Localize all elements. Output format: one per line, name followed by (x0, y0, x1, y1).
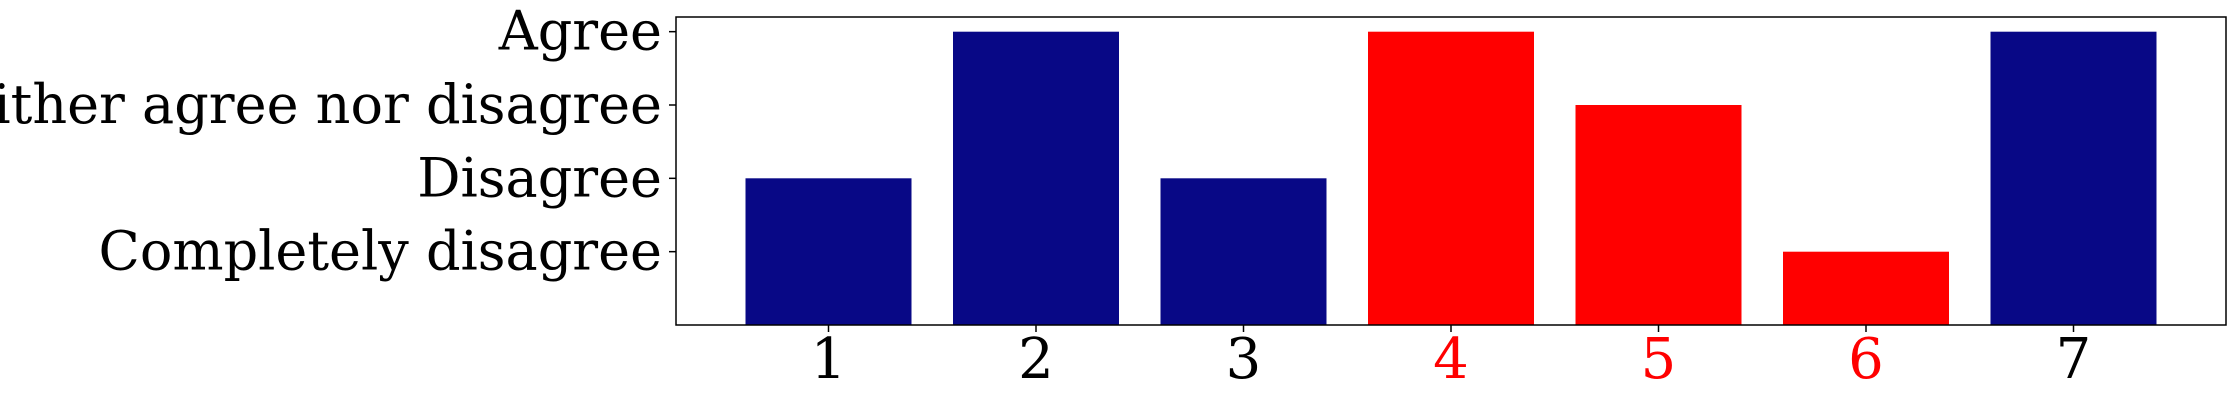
y-tick-label: Completely disagree (99, 220, 662, 283)
x-tick-label: 4 (1433, 327, 1469, 392)
y-tick-label: Agree (498, 0, 662, 63)
x-tick-label: 3 (1226, 327, 1262, 392)
bar-2 (953, 31, 1119, 325)
x-tick-label: 5 (1641, 327, 1677, 392)
x-tick-label: 7 (2056, 327, 2092, 392)
y-tick-label: Disagree (417, 146, 662, 209)
bars-layer (745, 31, 2157, 325)
bar-3 (1160, 178, 1327, 325)
bar-4 (1368, 31, 1534, 325)
bar-7 (1990, 31, 2157, 325)
bar-5 (1575, 105, 1742, 325)
y-tick-label: Neither agree nor disagree (0, 73, 662, 136)
bar-1 (745, 178, 912, 325)
x-tick-label: 6 (1848, 327, 1884, 392)
x-tick-label: 1 (811, 327, 847, 392)
ticks-layer: 1 2 3 4 5 6 7 Completely disagree Disagree Neithe… (0, 0, 2091, 392)
x-tick-label: 2 (1018, 327, 1054, 392)
bar-6 (1783, 251, 1949, 325)
